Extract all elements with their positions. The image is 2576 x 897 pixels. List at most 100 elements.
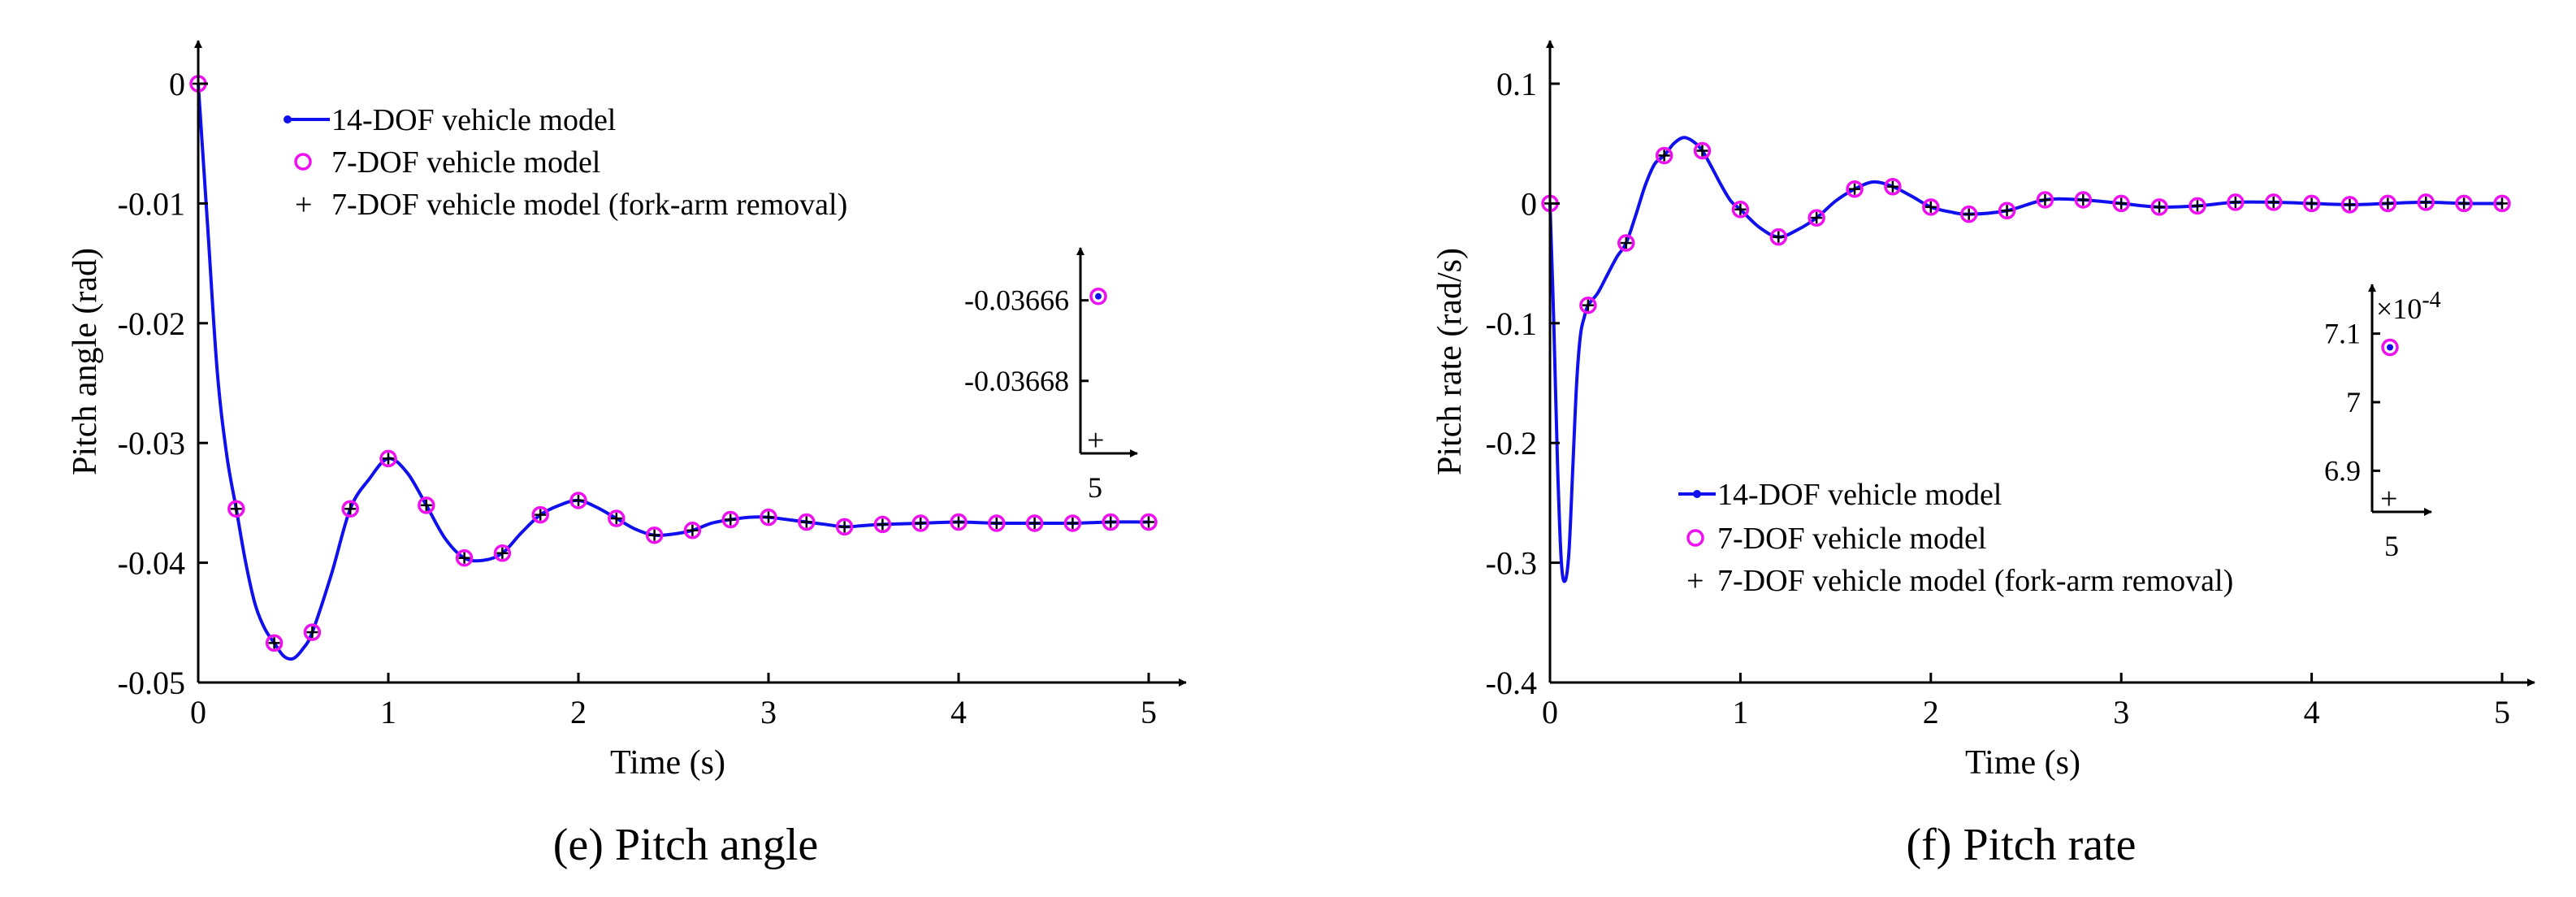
marker-7dof-e [1102,513,1119,531]
legend-marker-7dof-e [294,153,312,171]
y-tick-label-f: 0 [1521,185,1537,222]
marker-7dof-f [2074,191,2093,209]
y-tick-label-e: -0.04 [118,545,185,582]
legend-label-fork-f: 7-DOF vehicle model (fork-arm removal) [1717,564,2233,598]
marker-7dof-f [2455,194,2473,213]
marker-7dof-f [1959,205,1978,223]
y-tick-label-e: 0 [169,66,185,102]
marker-7dof-e [988,514,1006,532]
x-tick-label-e: 5 [1141,694,1157,730]
plot-area-f [1541,136,2511,583]
marker-7dof-f [2189,197,2206,215]
marker-7dof-e [835,518,854,536]
legend-label-7dof-e: 7-DOF vehicle model [331,145,600,180]
x-tick-label-f: 5 [2494,694,2510,730]
inset-ticks-f: 7.1 7 6.9 [2324,318,2380,487]
caption-e: (e) Pitch angle [553,820,819,870]
marker-7dof-e [1063,514,1082,532]
marker-7dof-e [721,510,739,529]
chart-panel-e: 0 1 2 3 4 5 0 -0.01 -0.02 -0.03 -0.04 -0.05 Time (s… [67,40,1187,870]
marker-7dof-e [265,634,284,652]
ticks-f: 0 1 2 3 4 5 0.1 0 -0.1 -0.2 -0.3 -0.4 [1486,66,2510,730]
marker-7dof-e [911,514,929,532]
legend-marker-fork-e: + [295,188,312,222]
x-axis-label-e: Time (s) [610,744,725,782]
marker-7dof-e [418,496,435,514]
inset-x-tick-label-e: 5 [1088,471,1102,504]
x-tick-label-f: 0 [1542,694,1558,730]
series-line-14dof-f [1548,136,2503,583]
y-tick-label-e: -0.05 [118,665,185,701]
x-tick-label-f: 4 [2304,694,2320,730]
marker-7dof-e [608,509,626,527]
marker-7dof-e [455,548,474,567]
y-tick-label-f: -0.1 [1486,306,1537,342]
inset-point-14dof-f [2387,344,2393,351]
marker-7dof-e [950,513,968,531]
y-tick-label-f: -0.4 [1486,665,1537,701]
x-axis-label-f: Time (s) [1965,744,2080,782]
marker-7dof-e [379,449,397,468]
marker-7dof-f [1808,209,1825,227]
x-tick-label-f: 3 [2113,694,2129,730]
y-tick-label-e: -0.01 [118,185,185,222]
y-tick-label-e: -0.02 [118,306,185,342]
inset-exponent-base-f: ×10 [2376,292,2422,325]
marker-7dof-f [2417,193,2435,211]
marker-7dof-e [760,508,777,526]
marker-7dof-e [493,544,512,562]
inset-f: 7.1 7 6.9 ×10-4 5 + [2324,284,2441,562]
legend-dot-14dof-f [1693,490,1701,498]
y-axis-label-f: Pitch rate (rad/s) [1431,248,1469,475]
inset-y-tick-label-e: -0.03666 [964,284,1069,317]
marker-7dof-e [645,526,664,544]
marker-7dof-f [2150,198,2168,216]
inset-y-tick-label-f: 7 [2346,386,2361,418]
inset-point-7dof-f [2381,338,2399,357]
x-tick-label-f: 2 [1923,694,1939,730]
marker-7dof-e [798,513,816,531]
marker-7dof-f [2379,194,2397,213]
marker-7dof-f [2340,196,2359,214]
chart-panel-f: 0 1 2 3 4 5 0.1 0 -0.1 -0.2 -0.3 -0.4 Time (s) Pitc… [1431,40,2535,870]
marker-7dof-f [1693,141,1712,160]
y-tick-label-e: -0.03 [118,425,185,462]
inset-exponent-f: ×10-4 [2376,288,2441,325]
x-tick-label-e: 3 [760,694,777,730]
marker-7dof-f [1579,296,1597,314]
marker-7dof-e [683,522,702,540]
marker-7dof-f [1617,234,1635,252]
marker-7dof-f [2227,193,2245,211]
legend-marker-7dof-f [1686,529,1704,547]
marker-7dof-f [2036,191,2054,209]
inset-y-tick-label-f: 6.9 [2324,454,2361,487]
marker-7dof-e [227,500,245,518]
inset-point-7dof-e [1089,287,1107,306]
legend-label-14dof-e: 14-DOF vehicle model [331,103,616,137]
inset-y-tick-label-e: -0.03668 [964,365,1069,397]
inset-x-tick-label-f: 5 [2384,530,2399,562]
marker-7dof-f [2302,194,2321,213]
x-tick-label-f: 1 [1732,694,1748,730]
marker-7dof-e [1140,513,1158,531]
inset-ticks-e: -0.03666 -0.03668 [964,284,1089,397]
marker-7dof-f [1731,201,1750,219]
y-axis-label-e: Pitch angle (rad) [67,248,104,475]
marker-7dof-e [873,515,892,534]
caption-f: (f) Pitch rate [1907,820,2137,870]
marker-7dof-e [1025,514,1044,532]
plot-area-e [189,75,1158,661]
x-tick-label-e: 2 [570,694,587,730]
inset-y-tick-label-f: 7.1 [2324,318,2361,350]
marker-7dof-e [303,623,322,641]
legend-label-14dof-f: 14-DOF vehicle model [1717,478,2002,512]
marker-7dof-f [1846,180,1864,198]
ticks-e: 0 1 2 3 4 5 0 -0.01 -0.02 -0.03 -0.04 -0.05 [118,66,1157,730]
series-line-14dof-e [197,83,1149,661]
marker-7dof-f [1922,198,1940,216]
marker-7dof-e [531,505,549,524]
legend-f: 14-DOF vehicle model 7-DOF vehicle model… [1678,478,2233,598]
marker-7dof-f [1998,202,2016,219]
legend-label-fork-e: 7-DOF vehicle model (fork-arm removal) [331,188,847,222]
